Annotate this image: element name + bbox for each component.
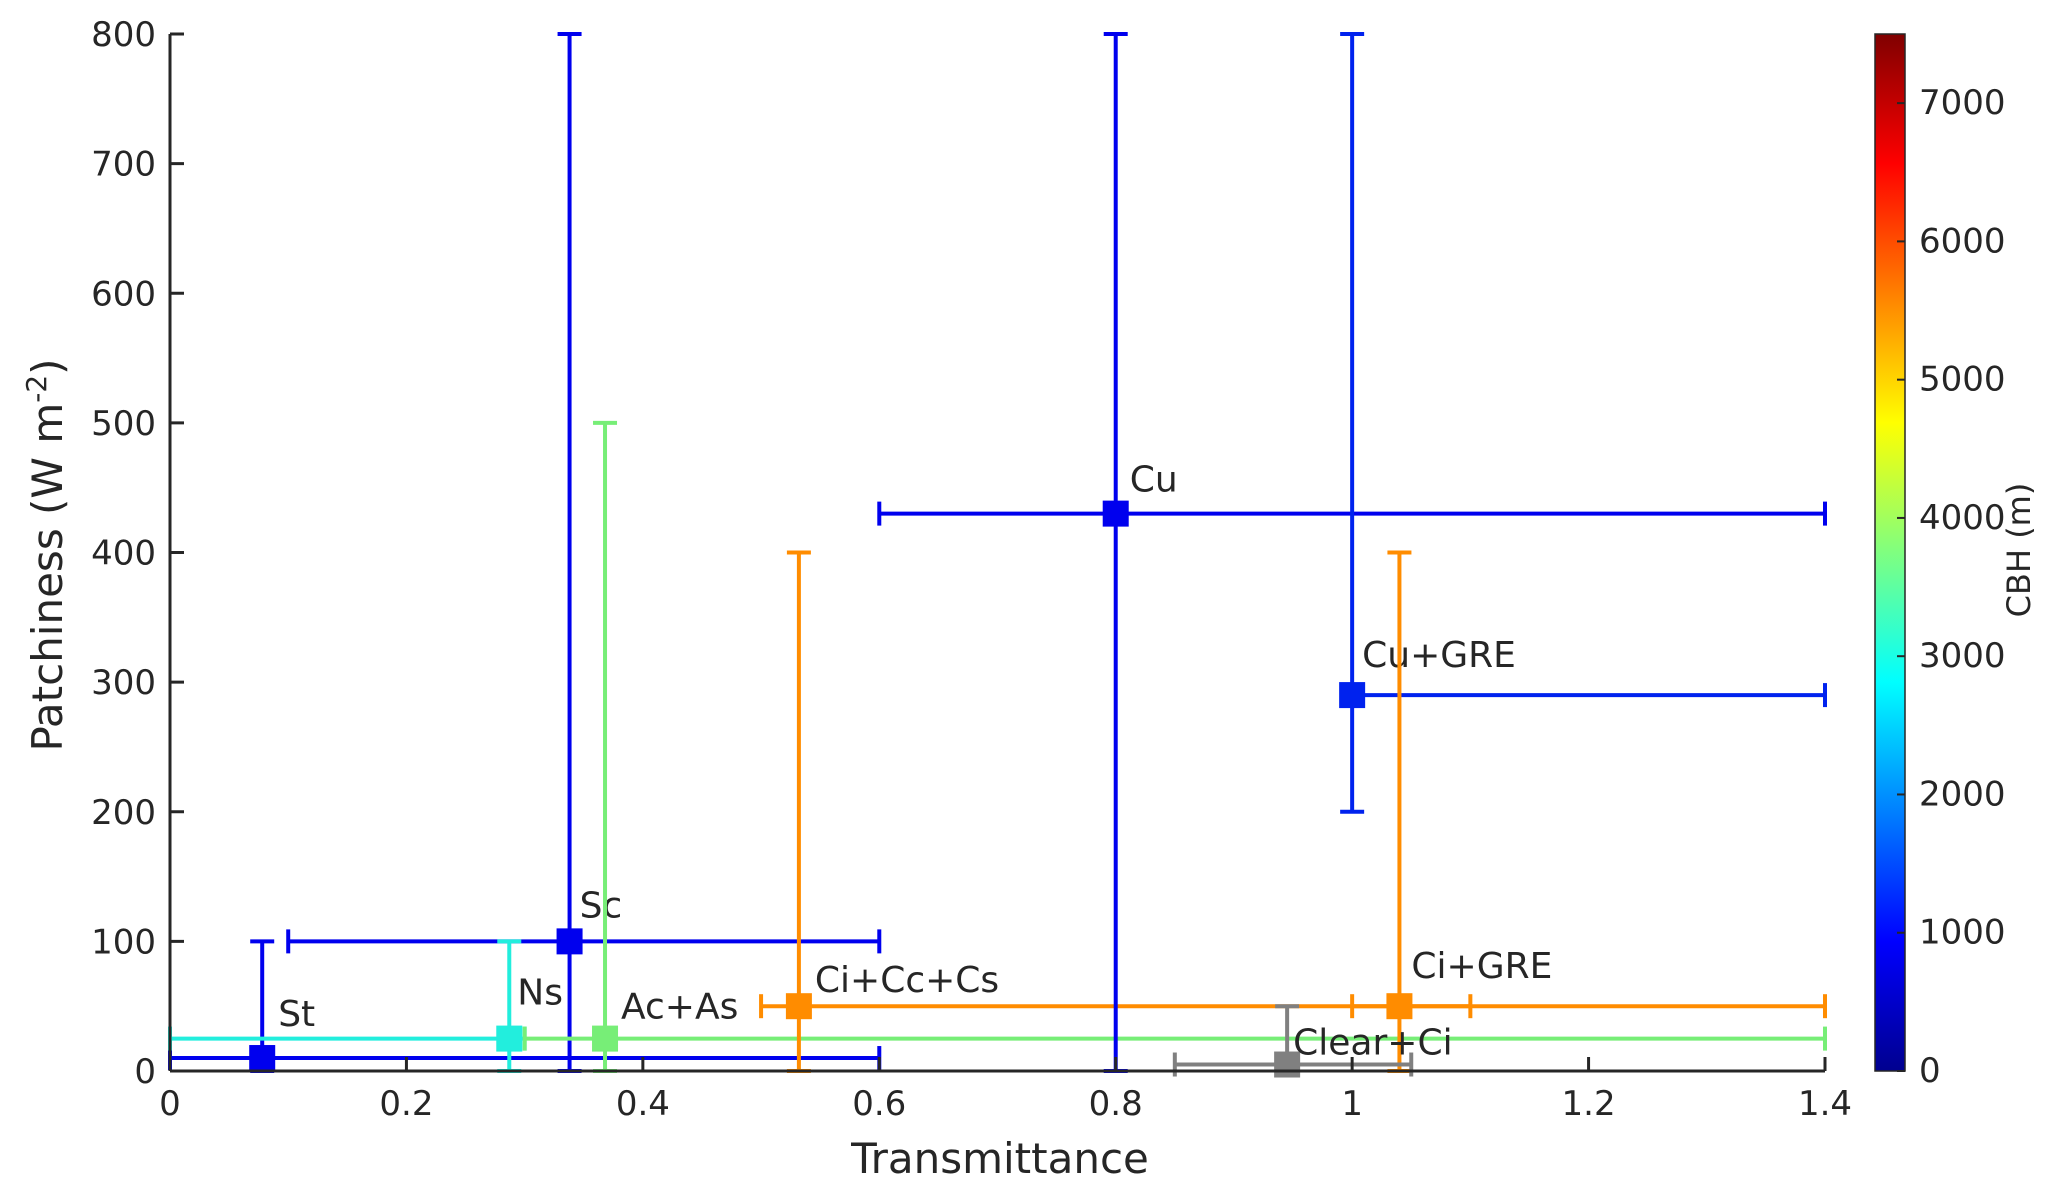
colorbar-tick-label: 1000 <box>1919 913 2006 953</box>
data-point-marker <box>1386 993 1413 1020</box>
data-point-group: Sc <box>286 32 882 1073</box>
x-tick-label: 0 <box>159 1084 181 1124</box>
data-point-label: Cu <box>1130 460 1178 501</box>
colorbar-tick-label: 2000 <box>1919 774 2006 814</box>
axis-labels: Transmittance Patchiness (W m-2) <box>20 358 1149 1183</box>
colorbar-ticks: 0 1000 2000 3000 4000 5000 6000 7000 <box>1897 83 2006 1091</box>
y-tick-label: 600 <box>91 274 156 314</box>
data-point-group: Ac+As <box>522 420 1827 1073</box>
x-axis-title: Transmittance <box>850 1134 1149 1183</box>
y-axis-title-exponent: -2 <box>20 375 53 403</box>
y-tick-label: 100 <box>91 922 156 962</box>
y-tick-label: 300 <box>91 663 156 703</box>
data-point-label: Ns <box>517 973 563 1014</box>
x-tick-label: 0.6 <box>852 1084 906 1124</box>
data-point-marker <box>249 1045 276 1072</box>
colorbar-tick-label: 6000 <box>1919 221 2006 261</box>
data-point-marker <box>1339 682 1366 709</box>
x-tick-label: 1.4 <box>1798 1084 1852 1124</box>
colorbar-tick-label: 5000 <box>1919 360 2006 400</box>
data-point-label: Clear+Ci <box>1293 1023 1452 1064</box>
y-tick-label: 0 <box>134 1052 156 1092</box>
x-tick-label: 0.8 <box>1089 1084 1143 1124</box>
data-point-group: Cu+GRE <box>1339 32 1827 814</box>
data-point-label: Ci+Cc+Cs <box>815 960 999 1001</box>
y-tick-label: 700 <box>91 145 156 185</box>
colorbar: 0 1000 2000 3000 4000 5000 6000 7000 CBH (m) <box>1874 33 2038 1091</box>
data-point-label: Sc <box>580 885 623 926</box>
x-tick-label: 1 <box>1341 1084 1363 1124</box>
data-point-marker <box>785 993 812 1020</box>
axes: 0 0.2 0.4 0.6 0.8 1 1.2 1.4 0 100 200 300 400 500 600 7… <box>91 15 1852 1124</box>
data-point-marker <box>556 928 583 955</box>
colorbar-gradient <box>1874 33 1906 1072</box>
colorbar-tick-label: 7000 <box>1919 83 2006 123</box>
x-tick-label: 0.2 <box>379 1084 433 1124</box>
data-point-label: Ci+GRE <box>1411 946 1552 987</box>
data-point-marker <box>1274 1051 1301 1078</box>
colorbar-tick-label: 0 <box>1919 1051 1941 1091</box>
y-axis-title-main: Patchiness (W m <box>23 403 72 752</box>
y-tick-label: 400 <box>91 534 156 574</box>
y-tick-label: 200 <box>91 793 156 833</box>
colorbar-title: CBH (m) <box>2000 483 2038 618</box>
data-point-marker <box>1102 500 1129 527</box>
data-point-group: Ci+GRE <box>1350 550 1827 1073</box>
y-axis-title-close: ) <box>23 358 72 374</box>
y-axis-title: Patchiness (W m-2) <box>20 358 72 751</box>
colorbar-tick-label: 3000 <box>1919 636 2006 676</box>
data-point-group: Clear+Ci <box>1172 1004 1453 1078</box>
x-tick-label: 0.4 <box>616 1084 670 1124</box>
data-point-label: St <box>278 994 315 1035</box>
data-point-marker <box>496 1025 523 1052</box>
y-tick-label: 500 <box>91 404 156 444</box>
plot-area: St Sc Ns Ac+As Ci+Cc+Cs Cu Cu+GRE Ci+GRE Clear+C… <box>168 32 1827 1078</box>
data-point-group: St <box>168 939 882 1073</box>
data-point-group: Ns <box>168 939 563 1073</box>
data-point-marker <box>592 1025 619 1052</box>
data-point-label: Ac+As <box>621 987 738 1028</box>
x-tick-label: 1.2 <box>1562 1084 1616 1124</box>
y-tick-label: 800 <box>91 15 156 55</box>
data-point-label: Cu+GRE <box>1362 635 1516 676</box>
colorbar-tick-label: 4000 <box>1919 498 2006 538</box>
